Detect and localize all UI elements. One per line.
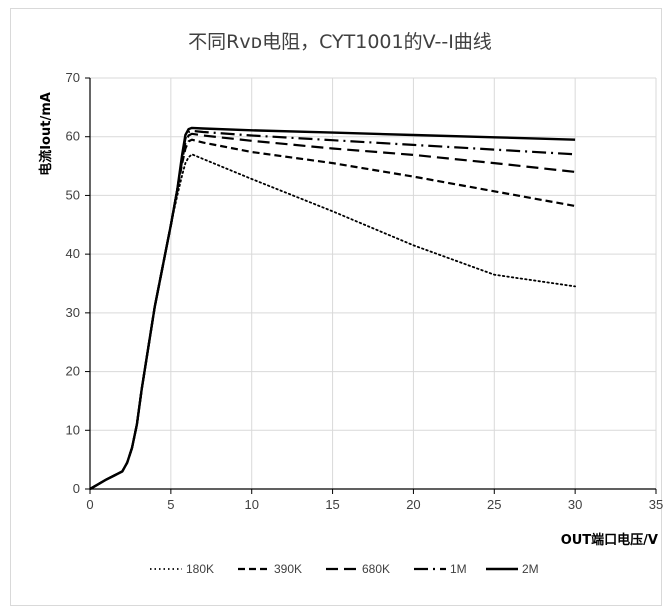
x-tick-label: 5 xyxy=(167,497,174,512)
x-tick-label: 15 xyxy=(325,497,339,512)
x-tick-label: 25 xyxy=(487,497,501,512)
y-tick-label: 30 xyxy=(66,305,80,320)
x-tick-label: 35 xyxy=(649,497,663,512)
series-line-680k xyxy=(89,132,576,490)
legend-label-390k: 390K xyxy=(274,562,302,576)
chart-frame xyxy=(10,8,662,606)
x-tick-label: 10 xyxy=(244,497,258,512)
legend: 180K 390K 680K 1M 2M xyxy=(150,562,539,576)
x-tick-label: 20 xyxy=(406,497,420,512)
legend-label-1m: 1M xyxy=(450,562,467,576)
y-tick-label: 70 xyxy=(66,70,80,85)
legend-label-2m: 2M xyxy=(522,562,539,576)
series-lines xyxy=(89,126,576,491)
y-tick-label: 40 xyxy=(66,246,80,261)
legend-label-680k: 680K xyxy=(362,562,390,576)
chart-title: 不同Rᴠᴅ电阻，CYT1001的V--I曲线 xyxy=(188,31,492,53)
axes: 0 5 10 15 20 25 30 35 0 10 20 30 40 50 60 70 xyxy=(66,70,663,512)
y-tick-label: 50 xyxy=(66,187,80,202)
legend-label-180k: 180K xyxy=(186,562,214,576)
y-tick-label: 20 xyxy=(66,364,80,379)
x-tick-label: 30 xyxy=(568,497,582,512)
y-tick-label: 60 xyxy=(66,129,80,144)
y-tick-label: 0 xyxy=(73,481,80,496)
y-axis-title: 电流Iout/mA xyxy=(38,92,54,176)
series-line-2m xyxy=(89,126,576,491)
x-axis-title: OUT端口电压/V xyxy=(561,532,658,548)
x-tick-label: 0 xyxy=(86,497,93,512)
y-tick-label: 10 xyxy=(66,422,80,437)
